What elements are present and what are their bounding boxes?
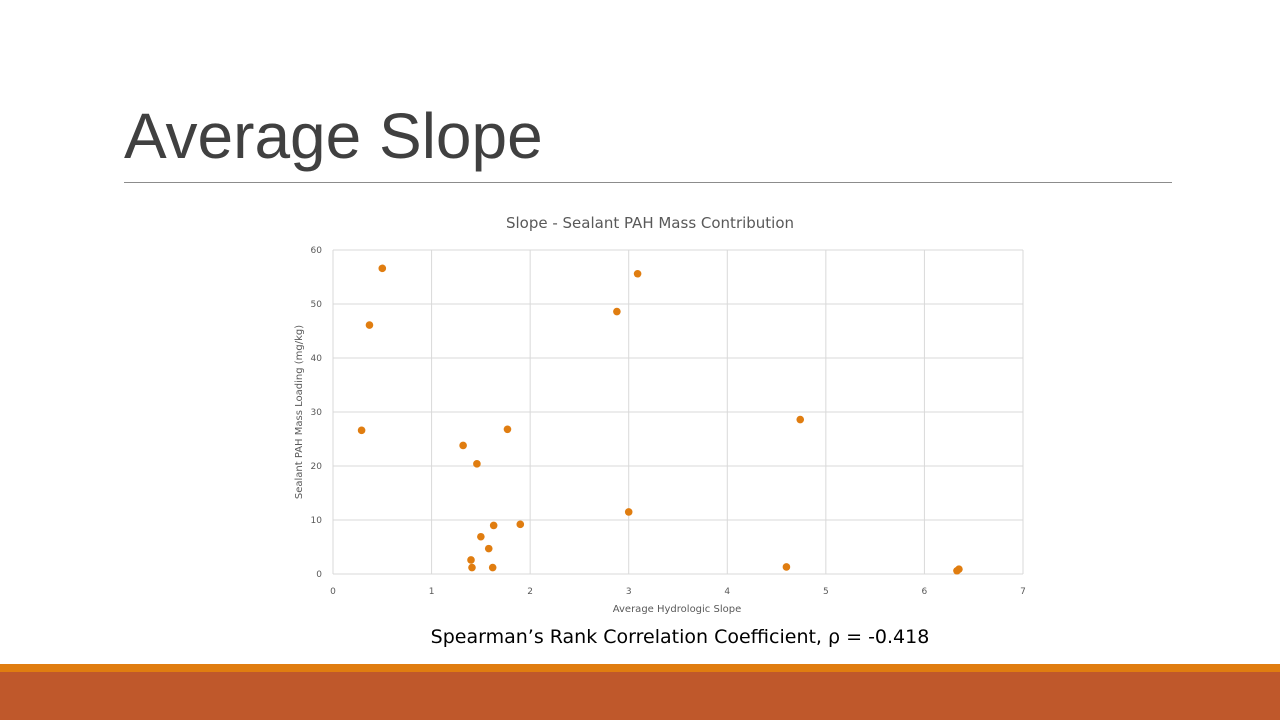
data-point: [613, 307, 621, 316]
chart-data-points: [357, 264, 963, 575]
x-tick-label: 4: [724, 587, 730, 597]
y-tick-label: 60: [311, 246, 323, 256]
data-point: [357, 426, 366, 435]
x-tick-label: 5: [823, 587, 829, 597]
data-point: [467, 556, 475, 564]
data-point: [782, 563, 791, 571]
y-tick-label: 40: [311, 354, 323, 364]
chart-gridlines: [332, 249, 1024, 575]
data-point: [633, 269, 642, 278]
data-point: [503, 425, 512, 434]
data-point: [477, 532, 485, 541]
data-point: [489, 521, 498, 530]
data-point: [624, 508, 633, 516]
x-tick-label: 6: [922, 587, 928, 597]
data-point: [365, 321, 374, 329]
data-point: [488, 563, 497, 572]
x-tick-label: 1: [429, 587, 435, 597]
x-axis-label: Average Hydrologic Slope: [613, 604, 741, 615]
y-tick-label: 30: [311, 408, 323, 418]
data-point: [468, 563, 476, 572]
footer-accent-stripe: [0, 664, 1280, 672]
correlation-caption: Spearman’s Rank Correlation Coefficient,…: [430, 626, 930, 648]
chart-tick-labels: 0 1 2 3 4 5 6 7 0 10 20 30 40 50 60: [311, 246, 1026, 597]
data-point: [484, 544, 493, 553]
x-tick-label: 3: [626, 587, 632, 597]
y-tick-label: 20: [311, 462, 323, 472]
title-divider: [124, 182, 1172, 183]
data-point: [955, 565, 963, 573]
y-tick-label: 10: [311, 516, 323, 526]
x-tick-label: 7: [1020, 587, 1026, 597]
data-point: [459, 441, 467, 450]
y-tick-label: 0: [316, 570, 322, 580]
data-point: [378, 264, 387, 273]
chart-title: Slope - Sealant PAH Mass Contribution: [506, 214, 794, 232]
x-tick-label: 0: [330, 587, 336, 597]
y-tick-label: 50: [311, 300, 323, 310]
slide-title: Average Slope: [124, 100, 543, 172]
footer-bar: [0, 672, 1280, 720]
data-point: [473, 460, 481, 468]
data-point: [516, 520, 525, 529]
y-axis-label: Sealant PAH Mass Loading (mg/kg): [294, 325, 305, 499]
x-tick-label: 2: [527, 587, 533, 597]
data-point: [796, 415, 805, 424]
